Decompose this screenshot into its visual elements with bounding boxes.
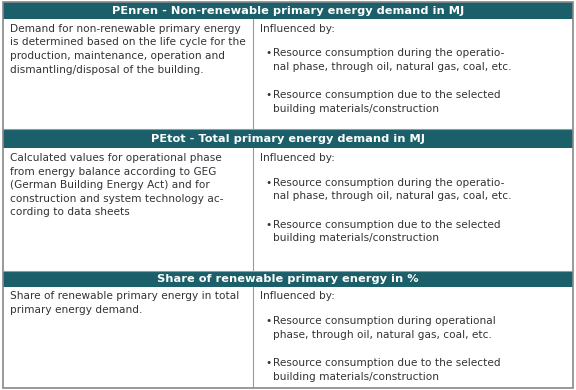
Text: •: •: [265, 90, 271, 100]
Text: Resource consumption during operational
phase, through oil, natural gas, coal, e: Resource consumption during operational …: [273, 316, 496, 340]
Text: Influenced by:: Influenced by:: [260, 24, 335, 34]
Bar: [3, 287, 573, 388]
Text: Demand for non-renewable primary energy
is determined based on the life cycle fo: Demand for non-renewable primary energy …: [10, 24, 245, 74]
Text: •: •: [265, 316, 271, 326]
Text: Resource consumption due to the selected
building materials/construction: Resource consumption due to the selected…: [273, 358, 501, 382]
Bar: [3, 271, 573, 287]
Bar: [3, 19, 573, 129]
Bar: [3, 129, 573, 149]
Text: Resource consumption during the operatio-
nal phase, through oil, natural gas, c: Resource consumption during the operatio…: [273, 48, 511, 72]
Text: Influenced by:: Influenced by:: [260, 153, 335, 163]
Text: PEnren - Non-renewable primary energy demand in MJ: PEnren - Non-renewable primary energy de…: [112, 5, 464, 16]
Bar: [3, 149, 573, 271]
Text: •: •: [265, 220, 271, 230]
Text: Resource consumption due to the selected
building materials/construction: Resource consumption due to the selected…: [273, 220, 501, 243]
Text: PEtot - Total primary energy demand in MJ: PEtot - Total primary energy demand in M…: [151, 134, 425, 144]
Text: Share of renewable primary energy in total
primary energy demand.: Share of renewable primary energy in tot…: [10, 291, 239, 315]
Text: Resource consumption during the operatio-
nal phase, through oil, natural gas, c: Resource consumption during the operatio…: [273, 177, 511, 201]
Text: Resource consumption due to the selected
building materials/construction: Resource consumption due to the selected…: [273, 90, 501, 114]
Text: •: •: [265, 177, 271, 188]
Text: Calculated values for operational phase
from energy balance according to GEG
(Ge: Calculated values for operational phase …: [10, 153, 223, 218]
Text: •: •: [265, 48, 271, 58]
Bar: [3, 2, 573, 19]
Text: Share of renewable primary energy in %: Share of renewable primary energy in %: [157, 274, 419, 284]
Text: Influenced by:: Influenced by:: [260, 291, 335, 301]
Text: •: •: [265, 358, 271, 368]
